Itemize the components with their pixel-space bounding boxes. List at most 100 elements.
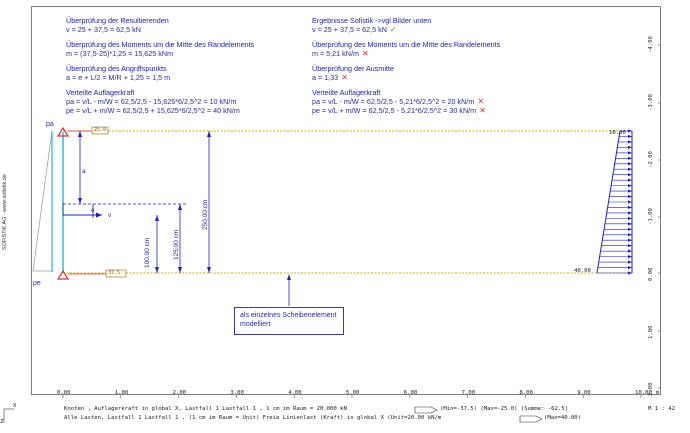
load-arrow-head — [628, 134, 632, 139]
pressure-diagram-left — [32, 130, 53, 272]
load-arrow-head — [628, 189, 632, 193]
left-block3-title: Überprüfung des Angriffspunkts — [66, 64, 167, 73]
right-block2-title: Überprüfung des Moments um die Mitte des… — [312, 40, 501, 49]
note-line1: als einzelnes Scheibenelement — [240, 312, 337, 319]
reaction-bottom-value: 37.5 — [108, 270, 121, 276]
load-arrow-head — [628, 156, 632, 160]
x-tick-label: 7.00 — [461, 390, 476, 396]
y-tick-label: -1.00 — [648, 208, 654, 225]
load-arrow-head — [628, 200, 632, 204]
status-line1: Knoten , Auflagerkraft in global X, Last… — [64, 406, 347, 412]
dim-100-label: 100,00 cm — [144, 237, 151, 268]
status-line1-range: (Min=-37.5) (Max=-25.0) (Summe: -62.5) — [440, 406, 568, 412]
load-arrow-head — [628, 238, 632, 242]
x-axis — [62, 395, 642, 398]
load-arrow-head — [628, 167, 632, 171]
top-support-icon — [56, 126, 70, 137]
x-tick-label: 5.00 — [346, 390, 360, 396]
status-bar: X Z Knoten , Auflagerkraft in global X, … — [0, 398, 690, 433]
x-tick-label: 1.00 — [114, 390, 129, 396]
load-arrow-head — [628, 216, 632, 220]
load-arrow-head — [628, 255, 632, 259]
label-pe: pe — [33, 280, 41, 287]
status-line2-range: (Max=40.00) — [544, 415, 582, 421]
load-arrow-head — [628, 249, 632, 253]
left-block4-line2: pe = v/L + m/W = 62,5/2,5 + 15,625*6/2,5… — [66, 106, 240, 115]
right-block4-line2: pe = v/L + m/W = 62,5/2,5 - 5,21*6/2,5^2… — [312, 106, 486, 115]
status-axis-z: Z — [0, 419, 4, 425]
y-tick-label: -2.00 — [648, 151, 654, 168]
load-arrow-head — [628, 178, 632, 182]
load-arrow-head — [628, 173, 632, 177]
dim-250-label: 250,00 cm — [202, 199, 209, 230]
y-tick-label: -3.00 — [648, 94, 654, 111]
x-tick-label: 10.00 — [635, 390, 652, 396]
reaction-top-value: 25.0 — [94, 127, 107, 133]
left-block4-title: Verteilte Auflagerkraft — [66, 88, 135, 97]
x-tick-label: 0.00 — [57, 390, 71, 396]
load-arrow-head — [628, 184, 632, 188]
cross-mark-icon: ✕ — [479, 106, 486, 115]
status-arrow-2-icon — [519, 415, 543, 423]
label-a: a — [82, 168, 86, 175]
load-bottom-value: 40.00 — [574, 268, 591, 274]
drawing-frame — [31, 6, 661, 395]
load-arrow-head — [628, 244, 632, 248]
load-arrow-head — [628, 151, 632, 155]
note-line2: modelliert — [240, 321, 271, 328]
x-tick-label: 2.00 — [172, 390, 187, 396]
y-tick-label: 0.00 — [648, 267, 654, 281]
dim-125-label: 125,00 cm — [173, 229, 180, 260]
load-arrow-head — [628, 271, 632, 275]
right-block3-title: Überprüfung der Ausmitte — [312, 64, 394, 73]
left-block1-title: Überprüfung der Resultierenden — [66, 16, 169, 25]
right-block1-title: Ergebnisse Sofistik ->vgl Bilder unten — [312, 16, 432, 25]
right-block3-line1: a = 1,33 ✕ — [312, 73, 348, 82]
load-arrow-head — [628, 140, 632, 144]
load-arrow-head — [628, 194, 632, 199]
left-block1-line1: v = 25 + 37,5 = 62,5 kN — [66, 25, 141, 34]
right-block4-line1: pa = v/L - m/W = 62,5/2,5 - 5,21*6/2,5^2… — [312, 97, 485, 106]
left-block2-line1: m = (37,5-25)*1,25 = 15,625 kNm — [66, 49, 174, 58]
load-arrow-head — [628, 162, 632, 166]
right-block2-line1: m = 5,21 kN/m ✕ — [312, 49, 369, 58]
left-block2-title: Überprüfung des Moments um die Mitte des… — [66, 40, 255, 49]
status-arrow-1-icon — [414, 406, 438, 414]
bottom-support-icon — [56, 269, 70, 280]
cross-mark-icon: ✕ — [477, 97, 485, 106]
x-tick-label: 8.00 — [519, 390, 533, 396]
status-axis-x: X — [13, 403, 17, 409]
left-block3-line1: a = e + L/2 = M/R + 1,25 = 1,5 m — [66, 73, 171, 82]
y-tick-label: 1.00 — [648, 325, 654, 339]
note-box: als einzelnes Scheibenelement modelliert — [234, 307, 344, 335]
load-arrow-head — [628, 265, 632, 270]
x-tick-label: 6.00 — [403, 390, 418, 396]
reaction-top-box — [91, 126, 109, 135]
x-tick-label: 9.00 — [577, 390, 591, 396]
x-tick-label: 3.00 — [230, 390, 244, 396]
label-e: e — [91, 207, 95, 214]
distributed-load-arrows — [597, 129, 632, 275]
load-arrow-head — [628, 233, 632, 237]
load-arrow-head — [628, 260, 632, 264]
y-axis — [658, 44, 661, 389]
right-block4-title: Verteilte Auflagerkraft — [312, 88, 381, 97]
load-arrow-head — [628, 222, 632, 226]
load-arrow-head — [628, 205, 632, 210]
cross-mark-icon: ✕ — [341, 73, 348, 82]
load-arrow-head — [628, 227, 632, 231]
left-block4-line1: pa = v/L - m/W = 62,5/2,5 - 15,625*6/2,5… — [66, 97, 237, 106]
load-top-value: 10.00 — [609, 130, 626, 136]
x-axis-unit: m — [656, 390, 660, 396]
y-tick-label: -4.00 — [648, 36, 654, 53]
y-tick-label: 2.00 — [648, 382, 654, 396]
x-tick-label: 4.00 — [288, 390, 302, 396]
cross-mark-icon: ✕ — [361, 49, 369, 58]
status-scale: M 1 : 42 — [648, 406, 675, 412]
reaction-bottom-box — [105, 269, 127, 278]
right-block1-line1: v = 25 + 37,5 = 62,5 kN ✓ — [312, 25, 397, 34]
label-v: v — [108, 212, 112, 219]
load-arrow-head — [628, 145, 632, 149]
check-ok-icon: ✓ — [389, 25, 397, 34]
